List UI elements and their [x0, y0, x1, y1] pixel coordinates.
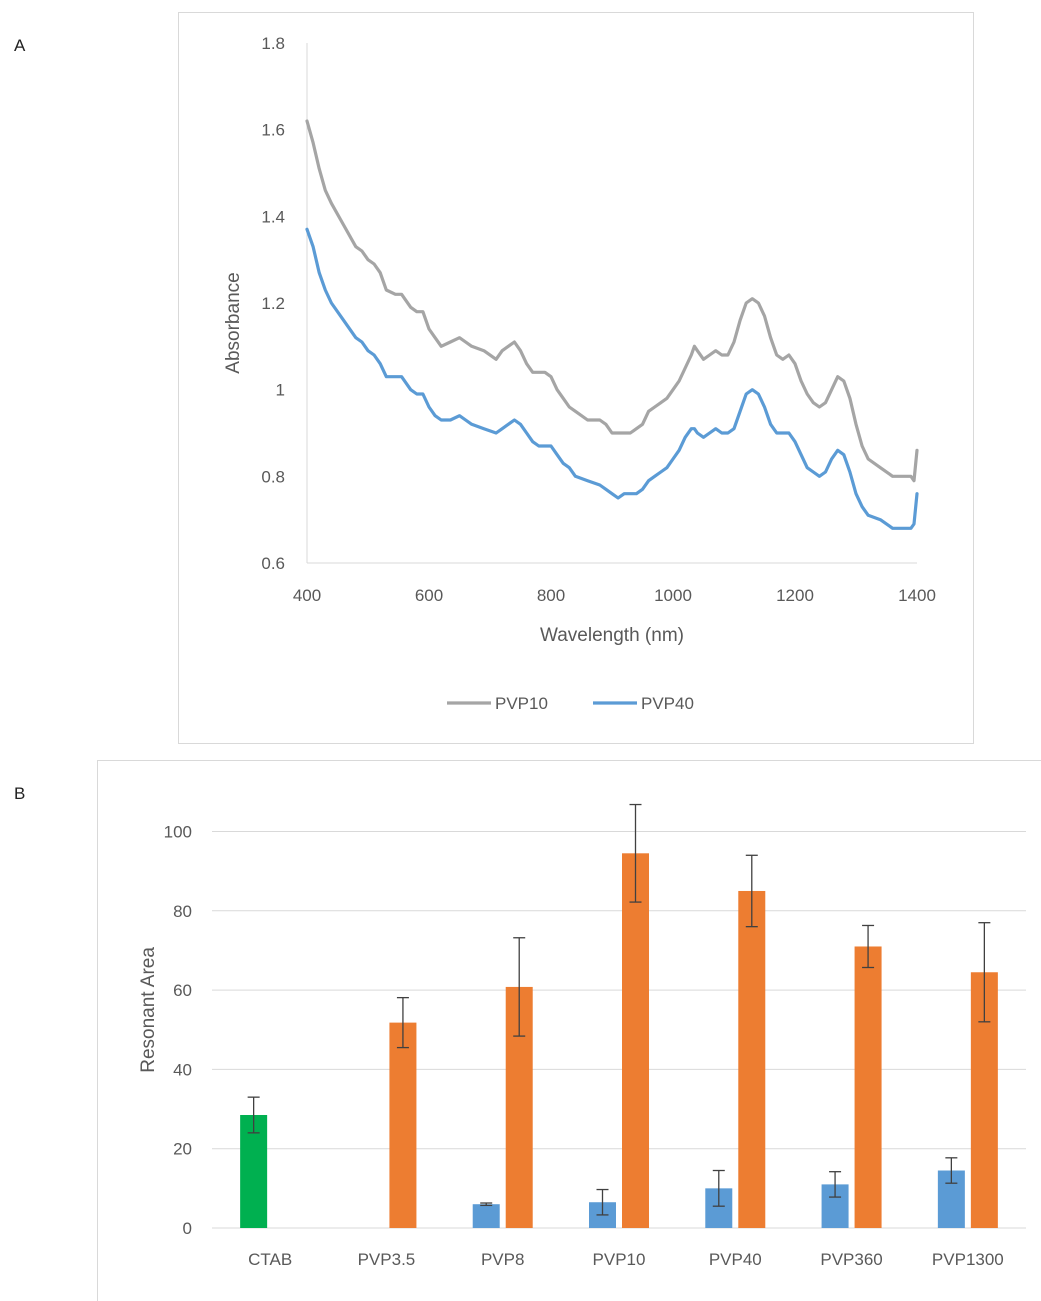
- y-tick-label: 0.8: [261, 467, 285, 486]
- x-tick-label: 1000: [654, 586, 692, 605]
- y-axis-title: Absorbance: [223, 272, 244, 373]
- x-tick-label: PVP3.5: [358, 1250, 416, 1269]
- y-tick-label: 20: [173, 1140, 192, 1159]
- y-tick-label: 40: [173, 1060, 192, 1079]
- x-tick-label: 600: [415, 586, 443, 605]
- y-tick-label: 100: [164, 823, 192, 842]
- x-tick-label: 1400: [898, 586, 936, 605]
- y-tick-label: 1: [276, 381, 285, 400]
- bar: [854, 946, 882, 1228]
- line-chart-absorbance: 0.6 0.8 1 1.2 1.4 1.6 1.8 400 600 800 1000 1200 1400…: [223, 34, 936, 713]
- panel-label-b: B: [14, 784, 26, 803]
- bar: [240, 1114, 268, 1228]
- y-tick-label: 1.4: [261, 207, 285, 226]
- x-tick-label: 400: [293, 586, 321, 605]
- bar: [472, 1204, 500, 1228]
- y-axis-title: Resonant Area: [138, 947, 159, 1073]
- series-line-pvp40: [305, 227, 919, 530]
- y-tick-label: 60: [173, 981, 192, 1000]
- bar: [389, 1022, 417, 1228]
- y-tick-label: 0.6: [261, 554, 285, 573]
- bar: [622, 853, 649, 1228]
- y-tick-label: 1.8: [261, 34, 285, 53]
- series-line-pvp10: [305, 119, 919, 483]
- panel-label-a: A: [14, 36, 26, 55]
- legend-label-pvp40: PVP40: [641, 694, 694, 713]
- bar-chart-resonant-area: 0 20 40 60 80 100 Resonant Area CTAB PVP3.5 PVP8 P…: [138, 803, 1026, 1269]
- x-tick-label: PVP40: [709, 1250, 762, 1269]
- y-tick-label: 1.6: [261, 121, 285, 140]
- chart-frame-a: 0.6 0.8 1 1.2 1.4 1.6 1.8 400 600 800 1000 1200 1400…: [178, 12, 974, 744]
- x-tick-label: CTAB: [248, 1250, 292, 1269]
- x-tick-label: PVP8: [481, 1250, 524, 1269]
- chart-frame-b: 0 20 40 60 80 100 Resonant Area CTAB PVP3.5 PVP8 P…: [97, 760, 1041, 1301]
- x-tick-label: 800: [537, 586, 565, 605]
- y-tick-label: 0: [183, 1219, 192, 1238]
- x-tick-label: PVP360: [820, 1250, 882, 1269]
- bar: [738, 890, 766, 1228]
- y-tick-label: 80: [173, 902, 192, 921]
- x-axis-title: Wavelength (nm): [540, 625, 684, 646]
- x-tick-label: PVP10: [593, 1250, 646, 1269]
- y-tick-label: 1.2: [261, 294, 285, 313]
- x-tick-label: PVP1300: [932, 1250, 1004, 1269]
- legend-label-pvp10: PVP10: [495, 694, 548, 713]
- x-tick-label: 1200: [776, 586, 814, 605]
